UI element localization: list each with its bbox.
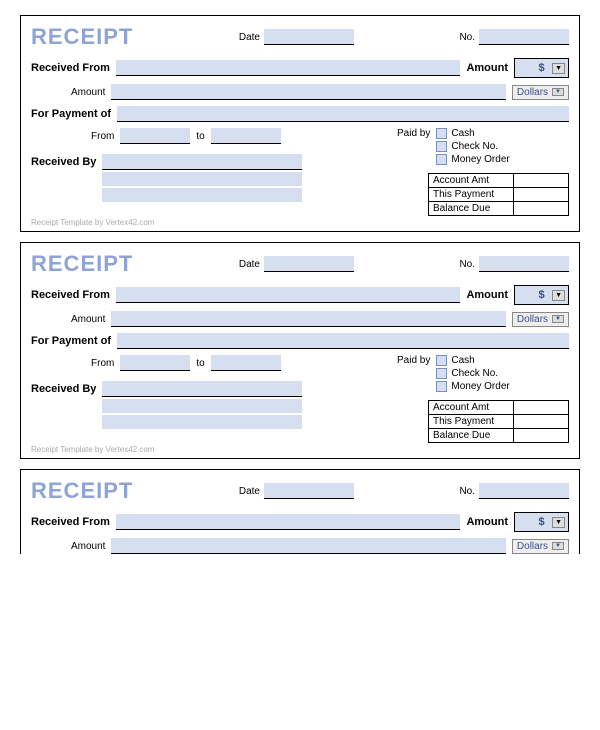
money-order-label: Money Order — [451, 154, 509, 165]
dollars-select[interactable]: Dollars — [512, 312, 569, 327]
dollars-select[interactable]: Dollars — [512, 85, 569, 100]
currency-select[interactable]: $ — [514, 285, 569, 305]
to-input[interactable] — [211, 355, 281, 371]
received-from-input[interactable] — [116, 287, 461, 303]
received-by-input-2[interactable] — [102, 399, 302, 413]
dollars-select[interactable]: Dollars — [512, 539, 569, 554]
account-table: Account Amt This Payment Balance Due — [428, 400, 569, 443]
account-amt-value[interactable] — [514, 401, 569, 415]
amount-written-label: Amount — [71, 87, 105, 98]
paid-by-label: Paid by — [397, 355, 430, 394]
receipt-1: RECEIPT Date No. Received From Amount $ … — [20, 15, 580, 232]
receipt-title: RECEIPT — [31, 478, 133, 504]
received-by-label: Received By — [31, 383, 96, 395]
amount-label: Amount — [466, 289, 508, 301]
for-payment-label: For Payment of — [31, 108, 111, 120]
account-amt-label: Account Amt — [429, 174, 514, 188]
balance-due-label: Balance Due — [429, 429, 514, 443]
received-by-input-1[interactable] — [102, 381, 302, 397]
amount-label: Amount — [466, 516, 508, 528]
date-input[interactable] — [264, 256, 354, 272]
no-label: No. — [459, 259, 475, 270]
no-input[interactable] — [479, 483, 569, 499]
received-from-input[interactable] — [116, 60, 461, 76]
check-checkbox[interactable] — [436, 141, 447, 152]
receipt-2: RECEIPT Date No. Received From Amount $ … — [20, 242, 580, 459]
balance-due-value[interactable] — [514, 202, 569, 216]
received-by-input-3[interactable] — [102, 188, 302, 202]
from-input[interactable] — [120, 128, 190, 144]
for-payment-label: For Payment of — [31, 335, 111, 347]
this-payment-label: This Payment — [429, 188, 514, 202]
from-label: From — [91, 131, 114, 142]
check-checkbox[interactable] — [436, 368, 447, 379]
money-order-label: Money Order — [451, 381, 509, 392]
footer-note: Receipt Template by Vertex42.com — [31, 445, 569, 454]
no-label: No. — [459, 32, 475, 43]
no-input[interactable] — [479, 256, 569, 272]
received-by-label: Received By — [31, 156, 96, 168]
amount-label: Amount — [466, 62, 508, 74]
footer-note: Receipt Template by Vertex42.com — [31, 218, 569, 227]
amount-written-input[interactable] — [111, 311, 505, 327]
from-input[interactable] — [120, 355, 190, 371]
received-from-input[interactable] — [116, 514, 461, 530]
amount-written-input[interactable] — [111, 84, 505, 100]
cash-label: Cash — [451, 355, 474, 366]
receipt-title: RECEIPT — [31, 251, 133, 277]
this-payment-label: This Payment — [429, 415, 514, 429]
received-from-label: Received From — [31, 516, 110, 528]
to-label: to — [196, 131, 204, 142]
this-payment-value[interactable] — [514, 415, 569, 429]
no-input[interactable] — [479, 29, 569, 45]
amount-written-label: Amount — [71, 314, 105, 325]
balance-due-label: Balance Due — [429, 202, 514, 216]
from-label: From — [91, 358, 114, 369]
paid-by-label: Paid by — [397, 128, 430, 167]
account-amt-label: Account Amt — [429, 401, 514, 415]
date-input[interactable] — [264, 29, 354, 45]
money-order-checkbox[interactable] — [436, 381, 447, 392]
currency-select[interactable]: $ — [514, 512, 569, 532]
received-from-label: Received From — [31, 62, 110, 74]
check-label: Check No. — [451, 368, 498, 379]
for-payment-input[interactable] — [117, 333, 569, 349]
cash-label: Cash — [451, 128, 474, 139]
account-table: Account Amt This Payment Balance Due — [428, 173, 569, 216]
received-by-input-3[interactable] — [102, 415, 302, 429]
account-amt-value[interactable] — [514, 174, 569, 188]
check-label: Check No. — [451, 141, 498, 152]
receipt-3: RECEIPT Date No. Received From Amount $ … — [20, 469, 580, 554]
balance-due-value[interactable] — [514, 429, 569, 443]
date-label: Date — [239, 32, 260, 43]
to-input[interactable] — [211, 128, 281, 144]
money-order-checkbox[interactable] — [436, 154, 447, 165]
amount-written-label: Amount — [71, 541, 105, 552]
date-label: Date — [239, 486, 260, 497]
received-by-input-1[interactable] — [102, 154, 302, 170]
received-from-label: Received From — [31, 289, 110, 301]
currency-select[interactable]: $ — [514, 58, 569, 78]
date-label: Date — [239, 259, 260, 270]
received-by-input-2[interactable] — [102, 172, 302, 186]
receipt-title: RECEIPT — [31, 24, 133, 50]
this-payment-value[interactable] — [514, 188, 569, 202]
cash-checkbox[interactable] — [436, 128, 447, 139]
to-label: to — [196, 358, 204, 369]
date-input[interactable] — [264, 483, 354, 499]
no-label: No. — [459, 486, 475, 497]
for-payment-input[interactable] — [117, 106, 569, 122]
amount-written-input[interactable] — [111, 538, 505, 554]
cash-checkbox[interactable] — [436, 355, 447, 366]
